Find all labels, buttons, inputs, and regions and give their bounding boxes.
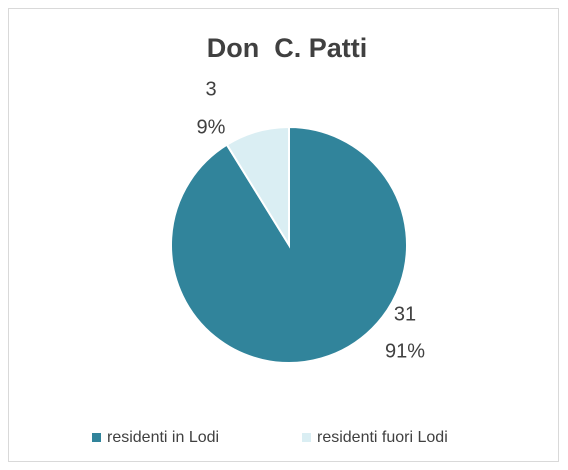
legend-swatch — [302, 433, 311, 442]
legend-swatch — [92, 433, 101, 442]
chart-title: Don C. Patti — [207, 33, 368, 63]
data-label: 3 — [205, 78, 216, 100]
data-label: 31 — [394, 303, 416, 325]
percent-label: 9% — [197, 116, 226, 138]
percent-label: 91% — [385, 340, 425, 362]
legend-label: residenti in Lodi — [107, 429, 219, 446]
legend-label: residenti fuori Lodi — [317, 429, 448, 446]
pie-slice — [225, 125, 290, 249]
